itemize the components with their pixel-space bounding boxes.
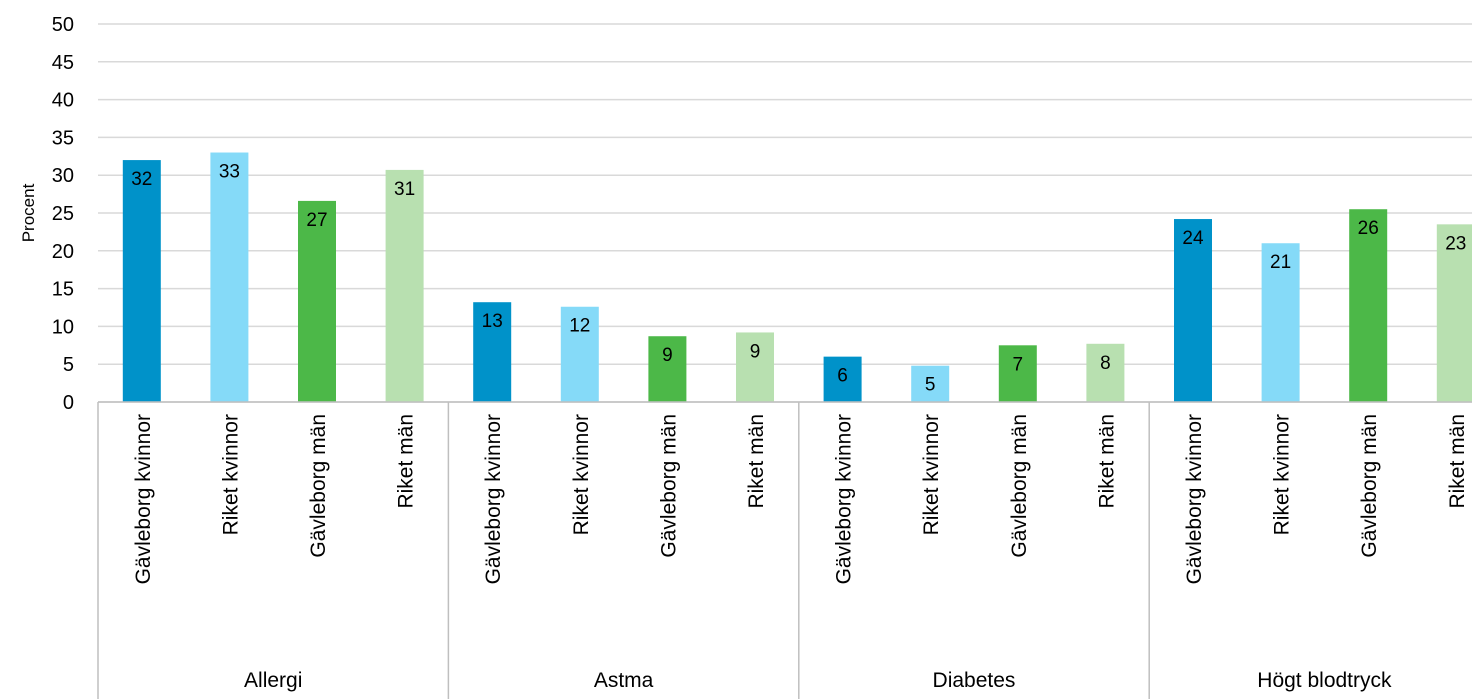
data-labels: 32 33 27 31 13 12 9 9 6 5 7 8 24 21 26 23 bbox=[131, 162, 1466, 396]
bar bbox=[911, 365, 950, 402]
category-label: Riket kvinnor bbox=[1271, 414, 1294, 535]
category-label: Gävleborg män bbox=[307, 414, 330, 558]
bar bbox=[210, 152, 249, 402]
category-label: Riket män bbox=[1095, 414, 1118, 509]
bar bbox=[1436, 224, 1472, 402]
data-label: 12 bbox=[569, 316, 590, 337]
category-label: Gävleborg kvinnor bbox=[482, 414, 505, 584]
category-label: Gävleborg kvinnor bbox=[1183, 414, 1206, 584]
data-label: 13 bbox=[482, 311, 503, 332]
category-label: Gävleborg män bbox=[657, 414, 680, 558]
category-label: Gävleborg män bbox=[1358, 414, 1381, 558]
group-label: Allergi bbox=[244, 669, 302, 692]
y-tick-label: 15 bbox=[52, 279, 74, 301]
bars bbox=[122, 152, 1472, 402]
group-label: Högt blodtryck bbox=[1257, 669, 1392, 692]
category-label: Riket kvinnor bbox=[920, 414, 943, 535]
category-label: Riket män bbox=[745, 414, 768, 509]
category-label: Gävleborg kvinnor bbox=[833, 414, 856, 584]
data-label: 6 bbox=[837, 366, 848, 387]
y-tick-label: 20 bbox=[52, 241, 74, 263]
bar bbox=[1349, 209, 1388, 402]
category-label: Riket kvinnor bbox=[219, 414, 242, 535]
y-tick-label: 5 bbox=[63, 354, 74, 376]
category-label: Gävleborg män bbox=[1008, 414, 1031, 558]
data-label: 27 bbox=[306, 210, 327, 231]
category-label: Riket män bbox=[1446, 414, 1469, 509]
data-label: 24 bbox=[1182, 228, 1204, 249]
data-label: 33 bbox=[219, 162, 240, 183]
data-label: 26 bbox=[1358, 218, 1379, 239]
bar bbox=[823, 356, 862, 402]
data-label: 8 bbox=[1100, 353, 1111, 374]
y-tick-label: 0 bbox=[63, 392, 74, 414]
y-tick-label: 45 bbox=[52, 52, 74, 74]
y-axis-ticks: 0 5 10 15 20 25 30 35 40 45 50 bbox=[52, 14, 74, 414]
y-tick-label: 35 bbox=[52, 127, 74, 149]
y-axis-label: Procent bbox=[19, 183, 38, 242]
y-tick-label: 10 bbox=[52, 316, 74, 338]
category-label: Riket män bbox=[395, 414, 418, 509]
data-label: 23 bbox=[1445, 233, 1466, 254]
bar bbox=[998, 345, 1037, 402]
bar bbox=[122, 160, 161, 402]
bar bbox=[298, 200, 336, 402]
bar bbox=[736, 332, 774, 402]
bar bbox=[385, 169, 424, 402]
y-tick-label: 50 bbox=[52, 14, 74, 36]
group-label: Diabetes bbox=[933, 669, 1016, 692]
y-tick-label: 40 bbox=[52, 90, 74, 112]
data-label: 21 bbox=[1270, 252, 1291, 273]
data-label: 9 bbox=[662, 345, 673, 366]
data-label: 32 bbox=[131, 169, 152, 190]
y-tick-label: 25 bbox=[52, 203, 74, 225]
bar bbox=[1174, 219, 1212, 402]
data-label: 31 bbox=[394, 179, 415, 200]
category-label: Gävleborg kvinnor bbox=[132, 414, 155, 584]
data-label: 5 bbox=[925, 375, 936, 396]
y-tick-label: 30 bbox=[52, 165, 74, 187]
category-label: Riket kvinnor bbox=[570, 414, 593, 535]
bar bbox=[648, 336, 687, 402]
x-axis: Allergi Gävleborg kvinnor Riket kvinnor Gäv… bbox=[97, 401, 1472, 699]
data-label: 7 bbox=[1013, 354, 1024, 375]
bar bbox=[560, 306, 599, 402]
bar bbox=[473, 302, 512, 402]
data-label: 9 bbox=[750, 341, 761, 362]
group-label: Astma bbox=[594, 669, 654, 692]
bar bbox=[1086, 343, 1125, 402]
bar bbox=[1261, 243, 1300, 402]
